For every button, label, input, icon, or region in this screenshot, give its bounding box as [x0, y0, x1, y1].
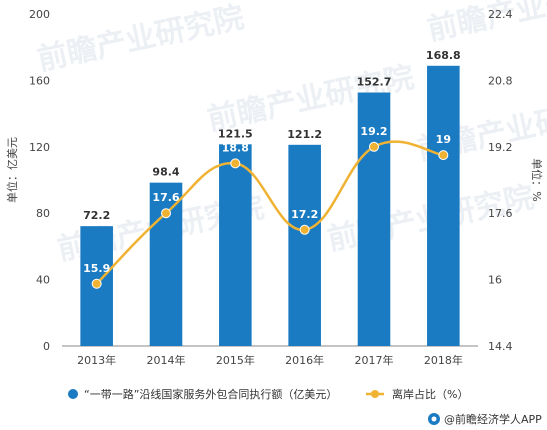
y-left-tick-label: 160 [29, 74, 50, 87]
y-right-tick-label: 22.4 [488, 8, 513, 21]
x-tick-label: 2014年 [147, 353, 186, 367]
bar-data-labels: 72.2 98.4 121.5 121.2 152.7 168.8 [83, 49, 461, 222]
bar-data-label: 168.8 [426, 49, 461, 62]
y-right-tick-label: 19.2 [488, 141, 513, 154]
legend-bar-label: “一带一路”沿线国家服务外包合同执行额（亿美元） [84, 387, 337, 401]
line-point [369, 141, 379, 152]
line-data-label: 18.8 [222, 141, 249, 154]
line-points [91, 141, 449, 289]
bar [219, 144, 252, 346]
x-tick-label: 2015年 [216, 353, 255, 367]
line-data-label: 17.6 [152, 191, 179, 204]
line-point [230, 158, 241, 169]
x-tick-label: 2017年 [355, 353, 394, 367]
legend-line-label: 离岸占比（%） [392, 387, 468, 401]
y-left-tick-label: 0 [43, 340, 50, 353]
legend-item-line[interactable]: 离岸占比（%） [366, 387, 468, 401]
y-axis-right-title: 单位：% [530, 158, 544, 201]
legend: “一带一路”沿线国家服务外包合同执行额（亿美元） 离岸占比（%） [68, 387, 468, 401]
bar-data-label: 152.7 [357, 76, 392, 89]
bar-series [80, 65, 460, 347]
x-tick-label: 2016年 [285, 353, 324, 367]
line-data-label: 17.2 [291, 208, 318, 221]
source-text: @前瞻经济学人APP [444, 412, 542, 426]
y-left-tick-label: 200 [29, 8, 50, 21]
y-right-tick-label: 14.4 [488, 340, 513, 353]
bar [149, 182, 183, 346]
y-axis-left-title: 单位：亿美元 [5, 137, 19, 203]
line-data-labels: 15.9 17.6 18.8 17.2 19.2 19 [83, 125, 451, 275]
bar-data-label: 121.5 [218, 127, 253, 140]
bar-data-label: 121.2 [287, 128, 322, 141]
source-credit: @前瞻经济学人APP [428, 412, 542, 426]
bar-data-label: 98.4 [152, 166, 179, 179]
plot-area: 0 40 80 120 160 200 14.4 16 17.6 19.2 20.8 22.4 20… [29, 8, 513, 367]
watermark-tile: 前瞻产业研究院 [34, 0, 247, 78]
y-right-tick-label: 17.6 [488, 207, 513, 220]
legend-bar-swatch [68, 389, 78, 399]
legend-item-bar[interactable]: “一带一路”沿线国家服务外包合同执行额（亿美元） [68, 387, 337, 401]
watermark-tile: 前瞻产业研究院 [424, 0, 547, 48]
line-data-label: 19.2 [360, 125, 387, 138]
x-tick-label: 2018年 [424, 353, 463, 367]
y-right-tick-label: 20.8 [488, 74, 513, 87]
line-point [91, 278, 102, 289]
line-data-label: 15.9 [83, 262, 110, 275]
y-left-tick-label: 120 [29, 141, 50, 154]
bar-data-label: 72.2 [83, 209, 110, 222]
line-point [161, 208, 171, 219]
bar [288, 144, 321, 346]
x-tick-label: 2013年 [77, 353, 116, 367]
left-axis-ticks: 0 40 80 120 160 200 [29, 8, 50, 353]
y-left-tick-label: 80 [36, 207, 50, 220]
line-point [438, 150, 449, 161]
line-data-label: 19 [436, 133, 451, 146]
right-axis-ticks: 14.4 16 17.6 19.2 20.8 22.4 [488, 8, 513, 353]
bar [427, 65, 460, 347]
x-axis-ticks: 2013年 2014年 2015年 2016年 2017年 2018年 [77, 353, 463, 367]
legend-line-swatch-dot [371, 390, 379, 398]
y-left-tick-label: 40 [36, 274, 50, 287]
y-right-tick-label: 16 [488, 274, 502, 287]
line-point [299, 224, 310, 235]
bar [357, 92, 391, 346]
qianzhan-logo-icon [428, 413, 440, 425]
